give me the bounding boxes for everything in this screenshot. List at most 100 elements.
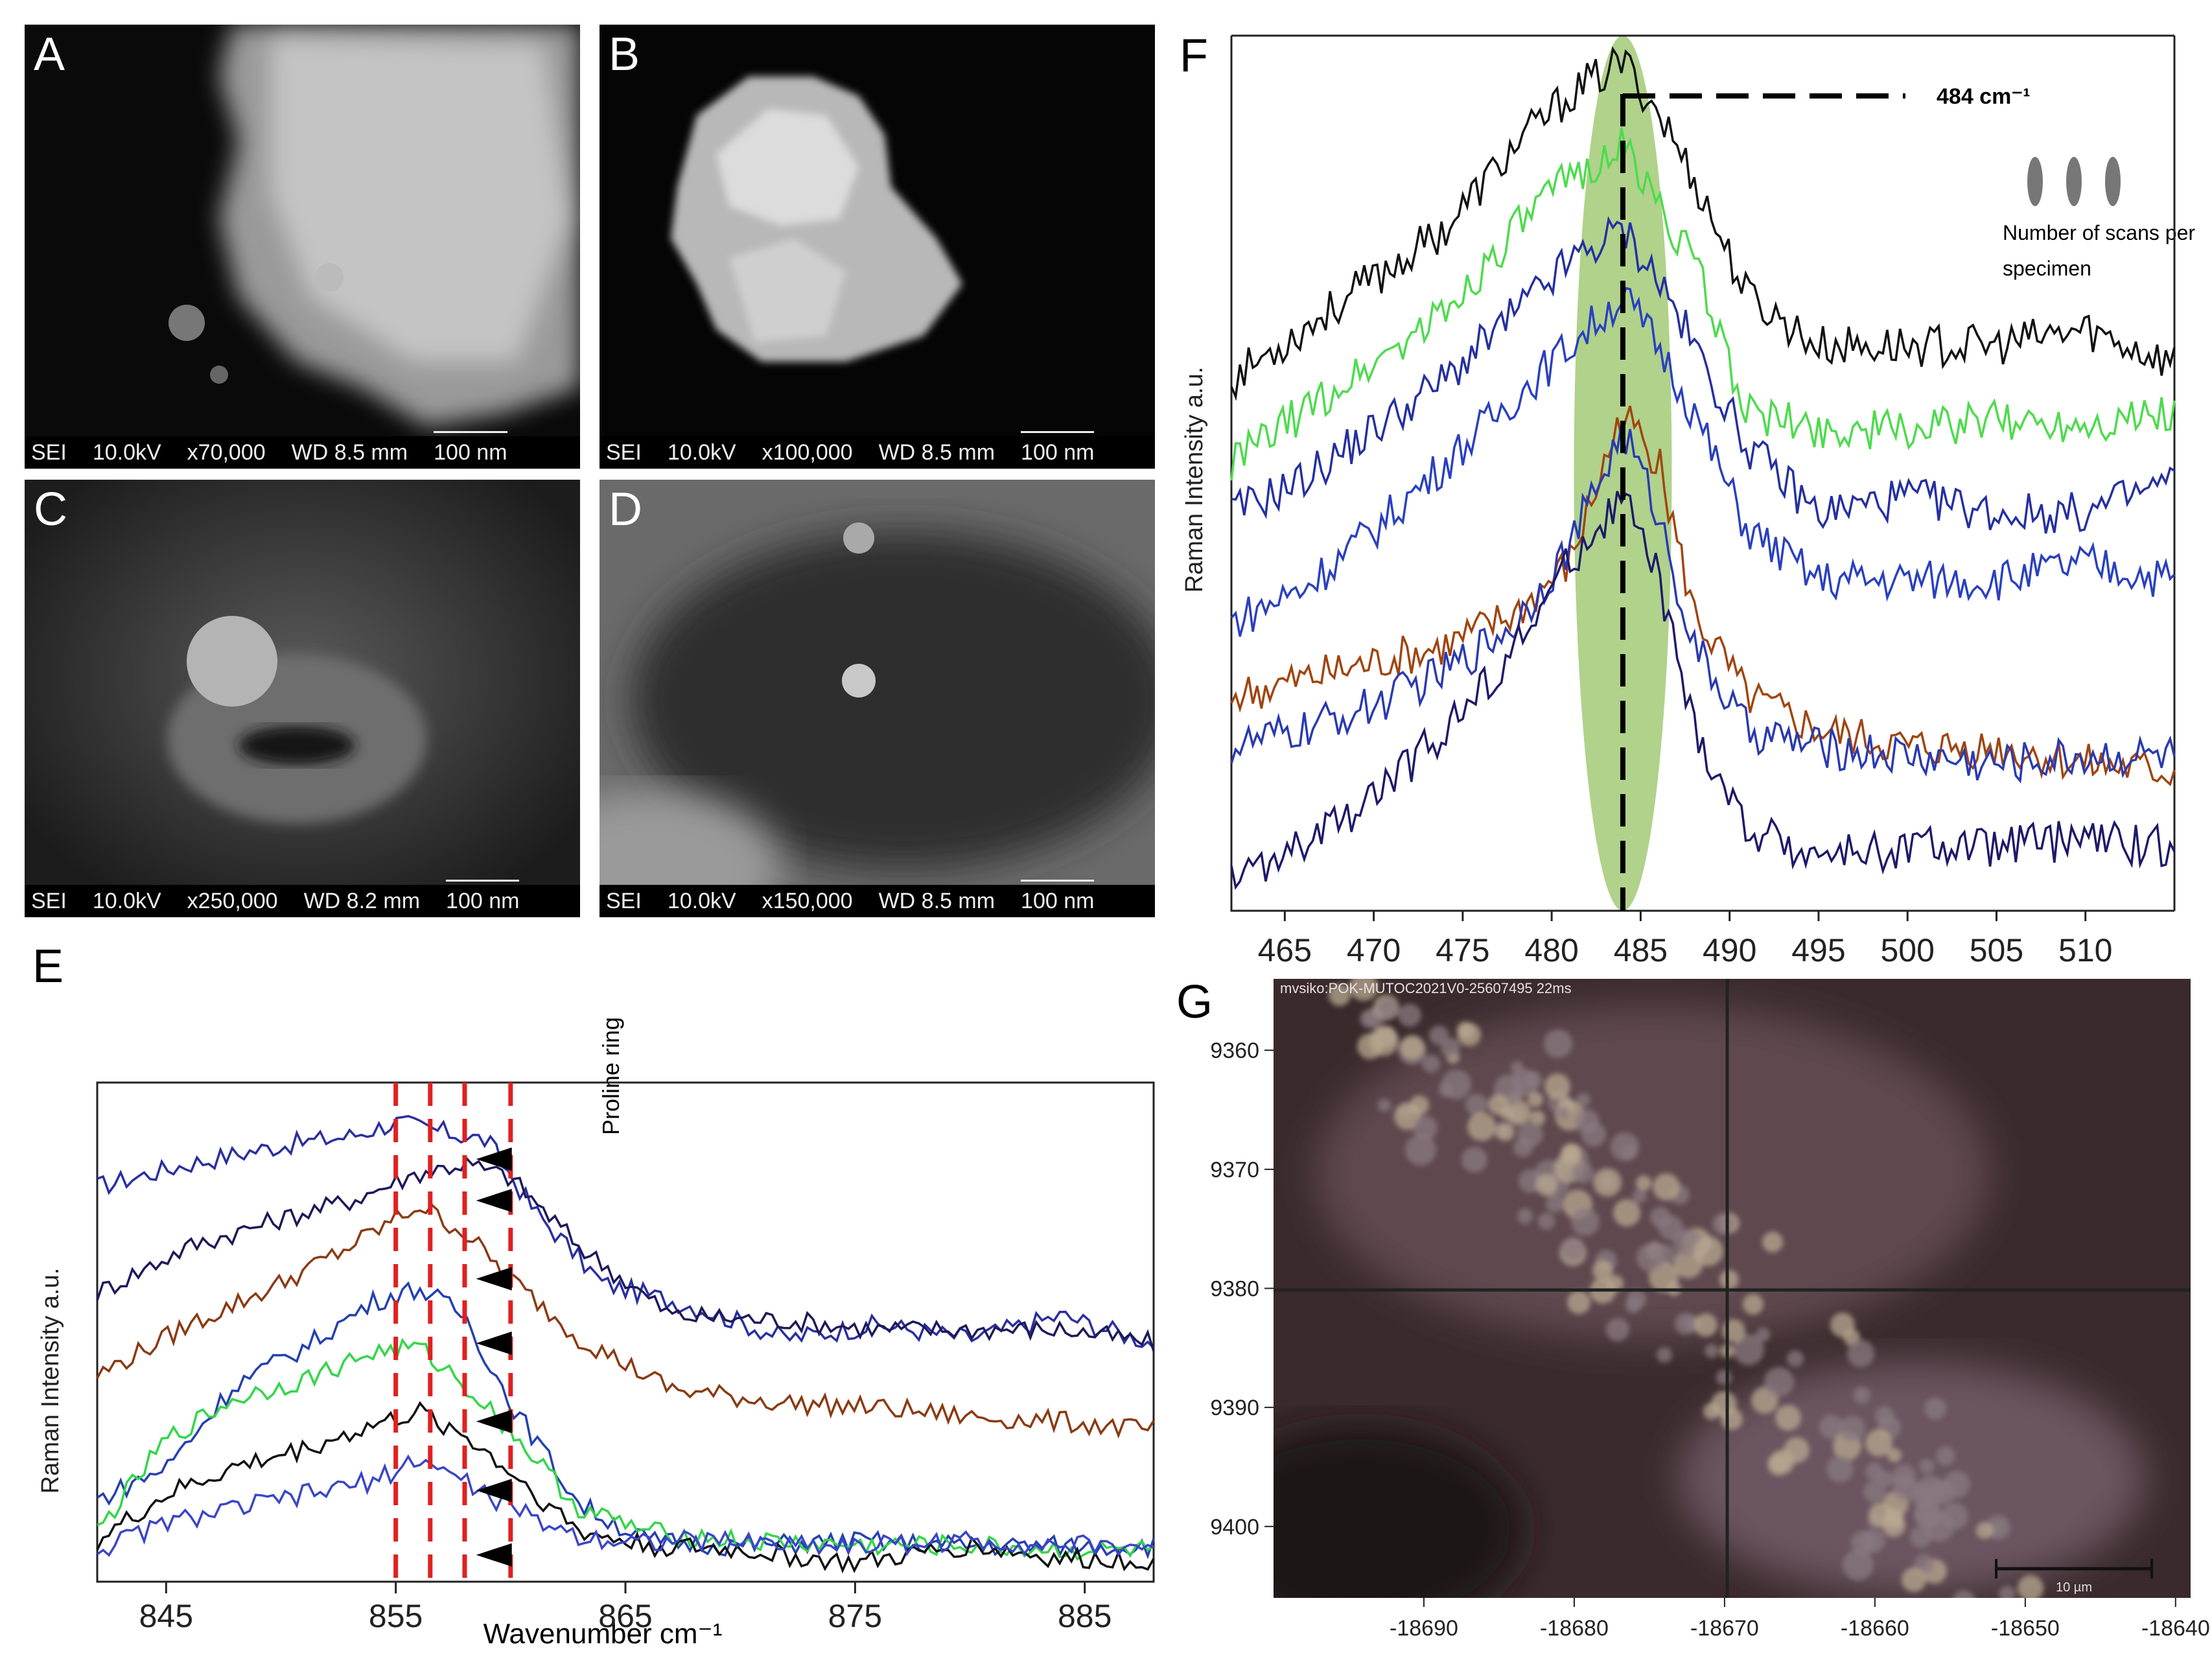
cell-blob <box>1819 1414 1844 1439</box>
x-tick-label: 855 <box>369 1598 423 1634</box>
sem-mode: SEI <box>606 888 642 913</box>
cell-blob <box>1378 1099 1391 1112</box>
x-tick-label: 465 <box>1258 932 1312 968</box>
micrograph-image <box>1274 979 2191 1598</box>
cell-blob <box>1461 1147 1487 1173</box>
sem-mode: SEI <box>31 440 67 465</box>
cell-blob <box>1787 1350 1804 1367</box>
cell-blob <box>1636 1243 1665 1272</box>
cell-blob <box>1398 1003 1421 1027</box>
y-tick-label: 9380 <box>1210 1277 1259 1302</box>
scan-dot-icon <box>2066 157 2082 206</box>
cell-blob <box>1457 1022 1474 1038</box>
arrow-left-icon <box>476 1189 512 1212</box>
sem-scale: 100 nm <box>1021 879 1095 913</box>
micrograph-g-svg: G mvsiko:POK-MUTOC2021V0-25607495 22ms 1… <box>1176 976 2210 1641</box>
cell-blob <box>1506 1100 1531 1125</box>
cell-blob <box>1360 1010 1378 1028</box>
cell-blob <box>2018 1575 2043 1598</box>
sem-kv: 10.0kV <box>667 440 736 465</box>
cell-blob <box>1488 1094 1509 1115</box>
image-header-text: mvsiko:POK-MUTOC2021V0-25607495 22ms <box>1280 980 1572 996</box>
spectrum-line <box>96 1202 1155 1439</box>
cell-blob <box>1863 1481 1885 1503</box>
sem-image-b <box>600 25 1155 469</box>
x-tick-label: 865 <box>598 1598 652 1634</box>
cell-blob <box>1847 1340 1874 1367</box>
spectrum-line <box>1230 423 2176 784</box>
scan-dot-icon <box>2105 157 2121 206</box>
cell-blob <box>1567 1291 1590 1314</box>
cell-blob <box>1712 1213 1734 1235</box>
sem-kv: 10.0kV <box>92 888 161 913</box>
spectrum-line <box>97 1114 1155 1349</box>
cell-blob <box>1349 979 1378 1001</box>
cell-blob <box>1611 1132 1639 1161</box>
cell-blob <box>1862 1529 1885 1553</box>
y-axis-label: Raman Intensity a.u. <box>1181 367 1208 593</box>
cell-blob <box>1767 1453 1789 1475</box>
cell-blob <box>1722 1319 1745 1342</box>
x-axis-label: Wavenumber cm⁻¹ <box>483 1618 723 1650</box>
cell-blob <box>1653 1173 1680 1201</box>
sem-kv: 10.0kV <box>92 440 161 465</box>
spectrum-line <box>1230 46 2176 401</box>
cell-blob <box>1413 1116 1438 1140</box>
cell-blob <box>1764 1367 1794 1397</box>
cell-blob <box>1575 1109 1600 1134</box>
scans-legend-line-1: Number of scans per <box>2003 221 2195 244</box>
cell-blob <box>1705 1344 1719 1358</box>
scan-dot-icon <box>2027 157 2043 206</box>
cell-blob <box>1538 1213 1555 1230</box>
cell-blob <box>1613 1199 1640 1226</box>
cell-blob <box>1830 1313 1855 1337</box>
cell-blob <box>1517 1208 1533 1224</box>
x-tick-label: 500 <box>1880 932 1934 968</box>
plot-axes <box>1230 36 2174 912</box>
x-tick-label: 845 <box>139 1598 193 1634</box>
y-tick-label: 9400 <box>1210 1515 1259 1540</box>
cell-blob <box>1377 998 1399 1020</box>
cell-blob <box>1716 1370 1732 1385</box>
cell-blob <box>1561 1143 1581 1164</box>
cell-blob <box>1517 1121 1543 1147</box>
cell-blob <box>1544 1029 1572 1058</box>
spectrum-line <box>96 1454 1154 1557</box>
y-axis-label: Raman Intensity a.u. <box>37 1268 64 1494</box>
sem-scale: 100 nm <box>1021 430 1095 465</box>
cell-blob <box>1429 1026 1449 1045</box>
cell-blob <box>1936 1446 1955 1466</box>
sem-scale: 100 nm <box>434 430 507 465</box>
cell-blob <box>1557 1106 1570 1119</box>
proline-ring-annotation: Proline ring <box>598 1017 624 1135</box>
cell-blob <box>1441 1038 1460 1057</box>
cell-blob <box>1329 984 1351 1006</box>
cell-blob <box>1675 1313 1697 1335</box>
raman-chart-f: F Raman Intensity a.u. 484 cm⁻¹ Number o… <box>1167 0 2212 972</box>
y-tick-label: 9370 <box>1210 1158 1259 1182</box>
arrow-left-icon <box>476 1331 512 1355</box>
scale-bar-label: 10 µm <box>2056 1580 2092 1595</box>
sem-footer: SEI 10.0kV x70,000 WD 8.5 mm 100 nm <box>25 430 580 469</box>
cell-blob <box>1625 1298 1641 1313</box>
sem-footer: SEI 10.0kV x100,000 WD 8.5 mm 100 nm <box>600 430 1155 469</box>
sem-image-d <box>600 480 1155 917</box>
scans-legend-line-2: specimen <box>2003 257 2091 280</box>
x-tick-label: 485 <box>1614 932 1668 968</box>
spectrum-line <box>1231 216 2175 534</box>
cell-blob <box>1953 1590 1975 1598</box>
x-tick-label: 875 <box>828 1598 882 1634</box>
cell-blob <box>1561 1237 1585 1261</box>
micrograph-g: G mvsiko:POK-MUTOC2021V0-25607495 22ms 1… <box>1167 946 2212 1650</box>
cell-blob <box>1902 1567 1926 1592</box>
cell-blob <box>1919 1459 1935 1474</box>
cell-blob <box>1593 1168 1622 1197</box>
cell-blob <box>1636 1175 1651 1191</box>
sem-wd: WD 8.5 mm <box>291 440 408 465</box>
sem-scale: 100 nm <box>446 879 520 913</box>
y-tick-label: 9360 <box>1210 1038 1259 1063</box>
spectrum-line <box>97 1337 1154 1561</box>
sem-wd: WD 8.5 mm <box>878 440 995 465</box>
panel-label: F <box>1180 30 1208 82</box>
spectrum-line <box>96 1401 1155 1574</box>
